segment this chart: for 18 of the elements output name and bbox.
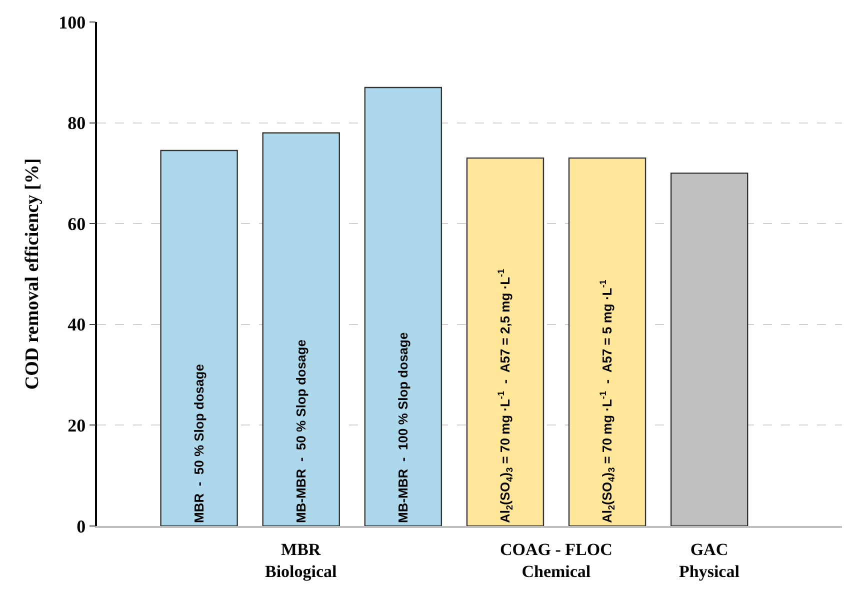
bar <box>160 150 238 526</box>
y-axis-title: COD removal efficiency [%] <box>22 158 43 390</box>
text: GAC Physical <box>679 540 740 582</box>
bar <box>568 157 646 526</box>
y-tick-label: 40 <box>68 314 86 335</box>
x-tick-label: MB-MBR - 50 % Slop dosage <box>294 340 309 523</box>
y-tick-label: 0 <box>76 516 86 536</box>
bar <box>262 132 340 526</box>
bar <box>466 157 544 526</box>
text: MBR Biological <box>265 540 338 582</box>
x-tick-label: MBR - 50 % Slop dosage <box>192 364 207 523</box>
text: COAG - FLOC Chemical <box>500 540 612 582</box>
y-tick-label: 80 <box>68 113 86 134</box>
y-tick-label: 60 <box>68 214 86 234</box>
x-tick-label: MB-MBR - 100 % Slop dosage <box>396 332 411 523</box>
bar <box>364 86 442 526</box>
y-tick-label: 100 <box>58 12 86 32</box>
y-tick-label: 20 <box>68 416 86 436</box>
